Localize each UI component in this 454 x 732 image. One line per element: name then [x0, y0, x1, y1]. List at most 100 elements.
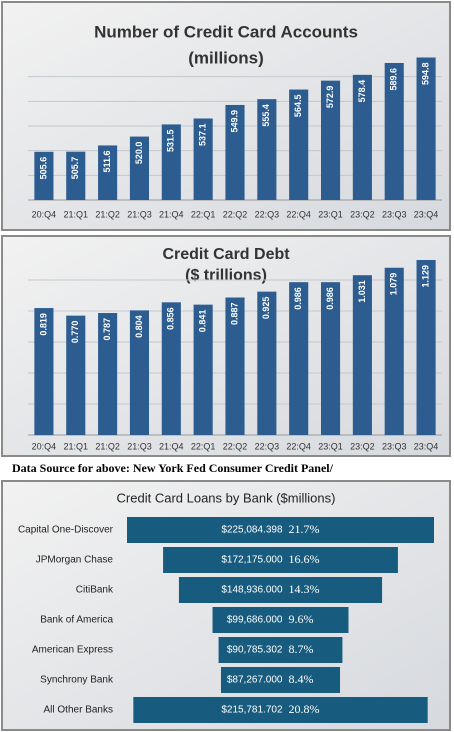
value-label: 549.9 — [229, 110, 239, 133]
value-label: $90,785.302 — [227, 645, 283, 656]
x-tick-label: 22:Q1 — [191, 209, 216, 219]
value-label: 0.856 — [166, 307, 176, 330]
value-label: 0.841 — [198, 310, 208, 333]
x-tick-label: 23:Q4 — [414, 209, 439, 219]
value-label: 564.5 — [293, 95, 303, 118]
x-tick-label: 23:Q2 — [350, 441, 375, 451]
bar — [127, 517, 434, 543]
bar — [129, 310, 150, 435]
x-tick-label: 20:Q4 — [32, 441, 57, 451]
value-label: 0.787 — [102, 318, 112, 341]
share-label: 16.6% — [289, 552, 320, 566]
x-tick-label: 23:Q2 — [350, 209, 375, 219]
value-label: 555.4 — [261, 104, 271, 127]
bar — [384, 62, 404, 200]
bar — [66, 315, 86, 435]
bar — [98, 313, 118, 435]
bar — [289, 282, 309, 435]
bar — [352, 74, 372, 200]
chart-title: Credit Card Debt — [162, 246, 290, 263]
chart-title: Credit Card Loans by Bank ($millions) — [117, 490, 336, 505]
chart-subtitle: (millions) — [188, 48, 264, 67]
x-tick-label: 22:Q3 — [255, 441, 280, 451]
bar — [320, 80, 341, 200]
value-label: 0.804 — [134, 315, 144, 338]
value-label: $215,781.702 — [221, 705, 283, 716]
bar — [225, 297, 245, 435]
bar — [34, 151, 54, 200]
value-label: 578.4 — [357, 80, 367, 103]
category-label: Capital One-Discover — [18, 525, 114, 536]
bar — [257, 291, 277, 435]
value-label: 520.0 — [134, 142, 144, 165]
x-tick-label: 21:Q4 — [159, 441, 184, 451]
x-tick-label: 21:Q1 — [64, 209, 89, 219]
bar — [352, 275, 372, 435]
value-label: 0.986 — [325, 287, 335, 310]
value-label: $87,267.000 — [227, 675, 283, 686]
value-label: 594.8 — [420, 62, 430, 85]
bar — [66, 151, 86, 200]
value-label: 0.887 — [229, 303, 239, 326]
value-label: 0.770 — [70, 321, 80, 344]
value-label: 0.925 — [261, 297, 271, 320]
bar — [98, 145, 118, 200]
category-label: All Other Banks — [44, 705, 113, 716]
value-label: 511.6 — [102, 150, 112, 172]
share-label: 20.8% — [289, 702, 320, 716]
bar — [384, 267, 404, 435]
share-label: 8.7% — [289, 642, 314, 656]
value-label: 505.7 — [70, 157, 80, 180]
bar — [218, 637, 343, 663]
category-label: CitiBank — [76, 585, 114, 596]
value-label: 0.986 — [293, 287, 303, 310]
bar — [320, 282, 341, 435]
x-tick-label: 23:Q4 — [414, 441, 439, 451]
x-tick-label: 21:Q3 — [127, 209, 152, 219]
chart-title: Number of Credit Card Accounts — [94, 22, 358, 41]
x-tick-label: 23:Q1 — [318, 441, 343, 451]
x-tick-label: 22:Q3 — [255, 209, 280, 219]
x-tick-label: 22:Q1 — [191, 441, 216, 451]
source-note: Data Source for above: New York Fed Cons… — [12, 461, 334, 475]
x-tick-label: 22:Q2 — [223, 209, 248, 219]
value-label: 505.6 — [38, 157, 48, 180]
x-tick-label: 22:Q4 — [286, 209, 311, 219]
category-label: Synchrony Bank — [40, 675, 114, 686]
bar — [225, 104, 245, 200]
bar — [161, 124, 181, 200]
bar — [129, 136, 150, 200]
share-label: 8.4% — [289, 672, 314, 686]
bar — [416, 260, 436, 435]
x-tick-label: 23:Q3 — [382, 209, 407, 219]
x-tick-label: 21:Q4 — [159, 209, 184, 219]
value-label: $148,936.000 — [221, 585, 283, 596]
bar — [193, 304, 213, 435]
value-label: 0.819 — [38, 313, 48, 336]
x-tick-label: 23:Q3 — [382, 441, 407, 451]
value-label: 1.031 — [357, 280, 367, 303]
bar — [416, 57, 436, 200]
value-label: $172,175.000 — [221, 555, 283, 566]
x-tick-label: 21:Q2 — [95, 209, 120, 219]
share-label: 9.6% — [289, 612, 314, 626]
bar — [193, 118, 213, 200]
share-label: 14.3% — [289, 582, 320, 596]
chart-subtitle: ($ trillions) — [185, 267, 267, 284]
share-label: 21.7% — [289, 522, 320, 536]
bar — [163, 547, 398, 573]
value-label: 531.5 — [166, 129, 176, 152]
x-tick-label: 22:Q2 — [223, 441, 248, 451]
x-tick-label: 21:Q2 — [95, 441, 120, 451]
bar — [34, 308, 54, 435]
bar — [161, 302, 181, 435]
value-label: 589.6 — [389, 68, 399, 91]
category-label: American Express — [32, 645, 113, 656]
category-label: Bank of America — [40, 615, 113, 626]
x-tick-label: 21:Q1 — [64, 441, 89, 451]
x-tick-label: 20:Q4 — [32, 209, 57, 219]
x-tick-label: 21:Q3 — [127, 441, 152, 451]
x-tick-label: 23:Q1 — [318, 209, 343, 219]
